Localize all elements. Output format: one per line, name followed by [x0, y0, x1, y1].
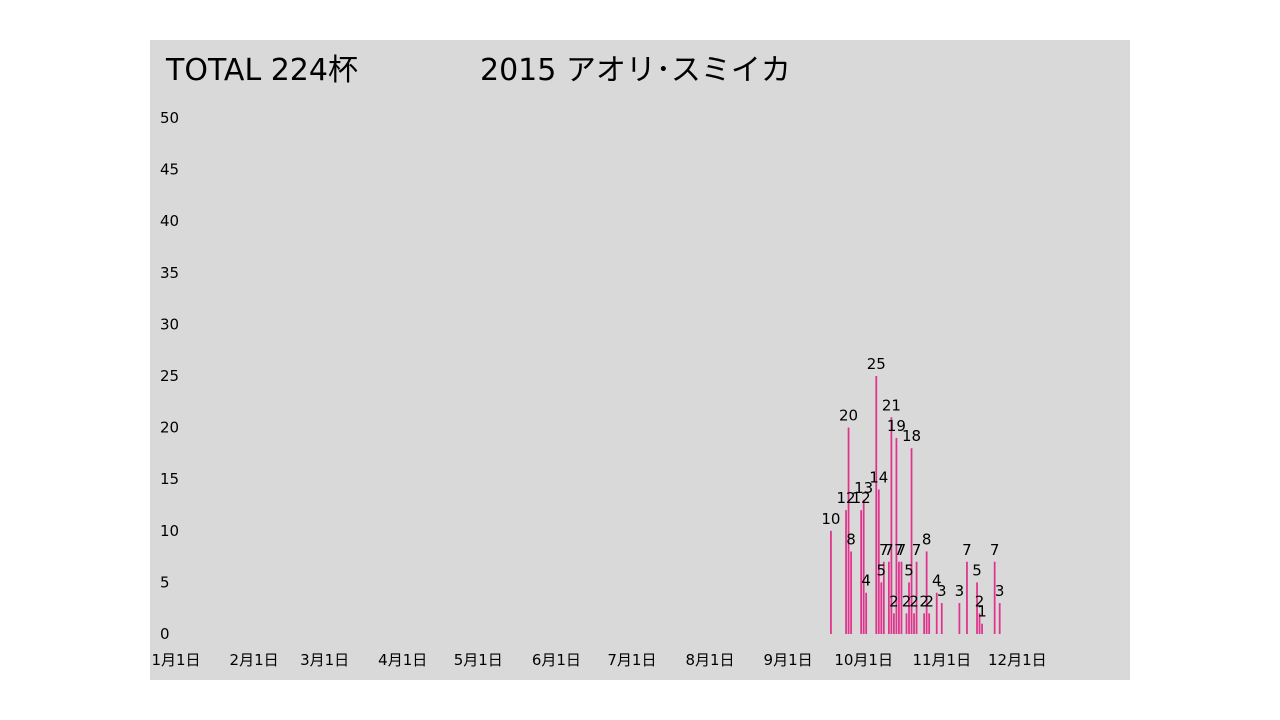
- data-label: 5: [904, 561, 914, 579]
- data-label: 19: [887, 417, 906, 435]
- bar: [915, 561, 918, 634]
- x-tick-label: 7月1日: [607, 651, 656, 669]
- y-tick-label: 0: [160, 625, 170, 643]
- data-label: 4: [932, 572, 942, 590]
- data-label: 2: [975, 592, 985, 610]
- y-tick-label: 45: [160, 161, 179, 179]
- data-label: 8: [846, 530, 856, 548]
- y-tick-label: 50: [160, 109, 179, 127]
- bar: [966, 561, 968, 634]
- bar: [928, 613, 931, 634]
- data-label: 5: [972, 561, 982, 579]
- data-label: 7: [962, 541, 972, 559]
- bar: [910, 448, 913, 634]
- x-tick-label: 3月1日: [300, 651, 349, 669]
- y-tick-label: 40: [160, 212, 179, 230]
- data-label: 2: [902, 592, 912, 610]
- bar: [890, 417, 893, 634]
- bar: [882, 561, 885, 634]
- data-label: 12: [836, 489, 855, 507]
- bar: [925, 551, 928, 634]
- data-label: 1: [977, 603, 987, 621]
- x-tick-label: 5月1日: [454, 651, 503, 669]
- bar: [830, 530, 832, 634]
- total-title: TOTAL 224杯: [166, 53, 358, 88]
- bar: [978, 613, 981, 634]
- bar: [993, 561, 996, 634]
- bar: [847, 427, 850, 634]
- y-tick-label: 20: [160, 419, 179, 437]
- bar: [913, 613, 915, 634]
- bar: [908, 582, 910, 634]
- bar: [862, 499, 865, 634]
- x-tick-label: 9月1日: [764, 651, 813, 669]
- y-tick-label: 10: [160, 522, 179, 540]
- data-label: 3: [937, 582, 947, 600]
- data-label: 18: [902, 427, 921, 445]
- data-label: 2: [889, 592, 899, 610]
- y-tick-label: 5: [160, 573, 170, 591]
- bar: [981, 623, 983, 634]
- bar: [845, 510, 847, 634]
- bar: [900, 561, 903, 634]
- x-tick-label: 12月1日: [988, 651, 1047, 669]
- x-tick-label: 1月1日: [151, 651, 200, 669]
- bar: [850, 551, 852, 634]
- x-tick-label: 10月1日: [834, 651, 893, 669]
- data-label: 5: [877, 561, 887, 579]
- data-label: 7: [884, 541, 894, 559]
- bar: [898, 561, 900, 634]
- bar: [976, 582, 978, 634]
- data-label: 7: [912, 541, 922, 559]
- bar: [860, 510, 863, 634]
- y-tick-label: 25: [160, 367, 179, 385]
- data-label: 2: [919, 592, 929, 610]
- data-label: 20: [839, 407, 858, 425]
- y-tick-label: 30: [160, 315, 179, 333]
- bar: [940, 603, 943, 634]
- bar: [875, 376, 878, 634]
- chart-title: 2015 アオリ･スミイカ: [480, 53, 791, 88]
- x-tick-label: 8月1日: [685, 651, 734, 669]
- bar: [905, 613, 908, 634]
- y-tick-label: 35: [160, 264, 179, 282]
- data-label: 25: [867, 355, 886, 373]
- bar: [887, 561, 890, 634]
- data-label: 14: [869, 469, 888, 487]
- data-label: 7: [894, 541, 904, 559]
- data-label: 8: [922, 530, 932, 548]
- data-label: 4: [861, 572, 871, 590]
- data-label: 2: [924, 592, 934, 610]
- bar: [998, 603, 1001, 634]
- y-tick-label: 15: [160, 470, 179, 488]
- x-tick-label: 6月1日: [532, 651, 581, 669]
- bar: [893, 613, 895, 634]
- data-label: 7: [879, 541, 889, 559]
- data-label: 2: [909, 592, 919, 610]
- bar: [865, 592, 868, 634]
- bar: [923, 613, 926, 634]
- data-label: 3: [995, 582, 1005, 600]
- x-tick-label: 2月1日: [230, 651, 279, 669]
- data-label: 3: [955, 582, 965, 600]
- bar: [958, 603, 961, 634]
- data-label: 10: [821, 510, 840, 528]
- x-tick-label: 4月1日: [378, 651, 427, 669]
- bar: [935, 592, 938, 634]
- data-label: 12: [852, 489, 871, 507]
- data-label: 7: [990, 541, 1000, 559]
- data-label: 13: [854, 479, 873, 497]
- data-label: 7: [897, 541, 907, 559]
- bar: [895, 437, 898, 634]
- bar: [877, 489, 880, 634]
- data-label: 21: [882, 396, 901, 414]
- x-tick-label: 11月1日: [912, 651, 971, 669]
- bar: [880, 582, 883, 634]
